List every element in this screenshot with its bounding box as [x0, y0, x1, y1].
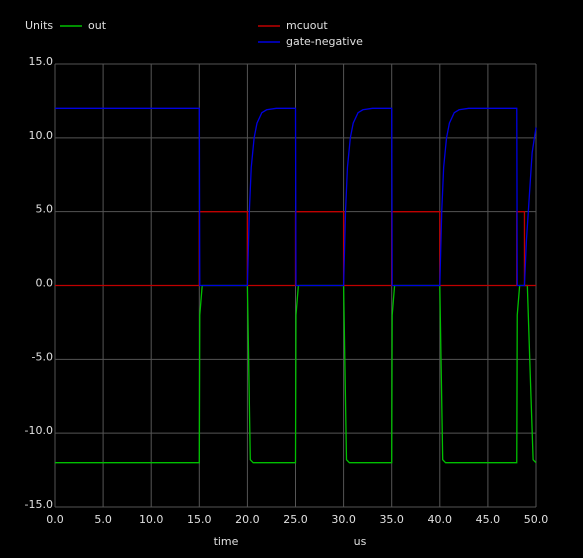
y-tick-label: 15.0 — [29, 55, 54, 68]
x-tick-label: 35.0 — [379, 513, 404, 526]
x-tick-label: 20.0 — [235, 513, 260, 526]
line-series — [55, 284, 537, 464]
y-tick-label: -5.0 — [32, 350, 53, 363]
x-tick-label: 5.0 — [94, 513, 112, 526]
line-series — [55, 211, 536, 287]
y-tick-label: 5.0 — [36, 203, 54, 216]
line-series — [55, 107, 537, 287]
y-axis-label: Units — [25, 19, 53, 32]
x-tick-label: 25.0 — [283, 513, 308, 526]
x-axis-label: time — [214, 535, 239, 548]
x-tick-label: 50.0 — [524, 513, 549, 526]
y-tick-label: -15.0 — [25, 498, 53, 511]
x-tick-label: 30.0 — [331, 513, 356, 526]
x-tick-label: 45.0 — [476, 513, 501, 526]
x-tick-label: 15.0 — [187, 513, 212, 526]
y-tick-label: 0.0 — [36, 277, 54, 290]
legend-label: mcuout — [286, 19, 328, 32]
x-tick-label: 10.0 — [139, 513, 164, 526]
legend-label: out — [88, 19, 107, 32]
x-axis-unit: us — [354, 535, 367, 548]
y-tick-label: 10.0 — [29, 129, 54, 142]
x-tick-label: 40.0 — [428, 513, 453, 526]
y-tick-label: -10.0 — [25, 424, 53, 437]
x-tick-label: 0.0 — [46, 513, 64, 526]
legend-label: gate-negative — [286, 35, 363, 48]
